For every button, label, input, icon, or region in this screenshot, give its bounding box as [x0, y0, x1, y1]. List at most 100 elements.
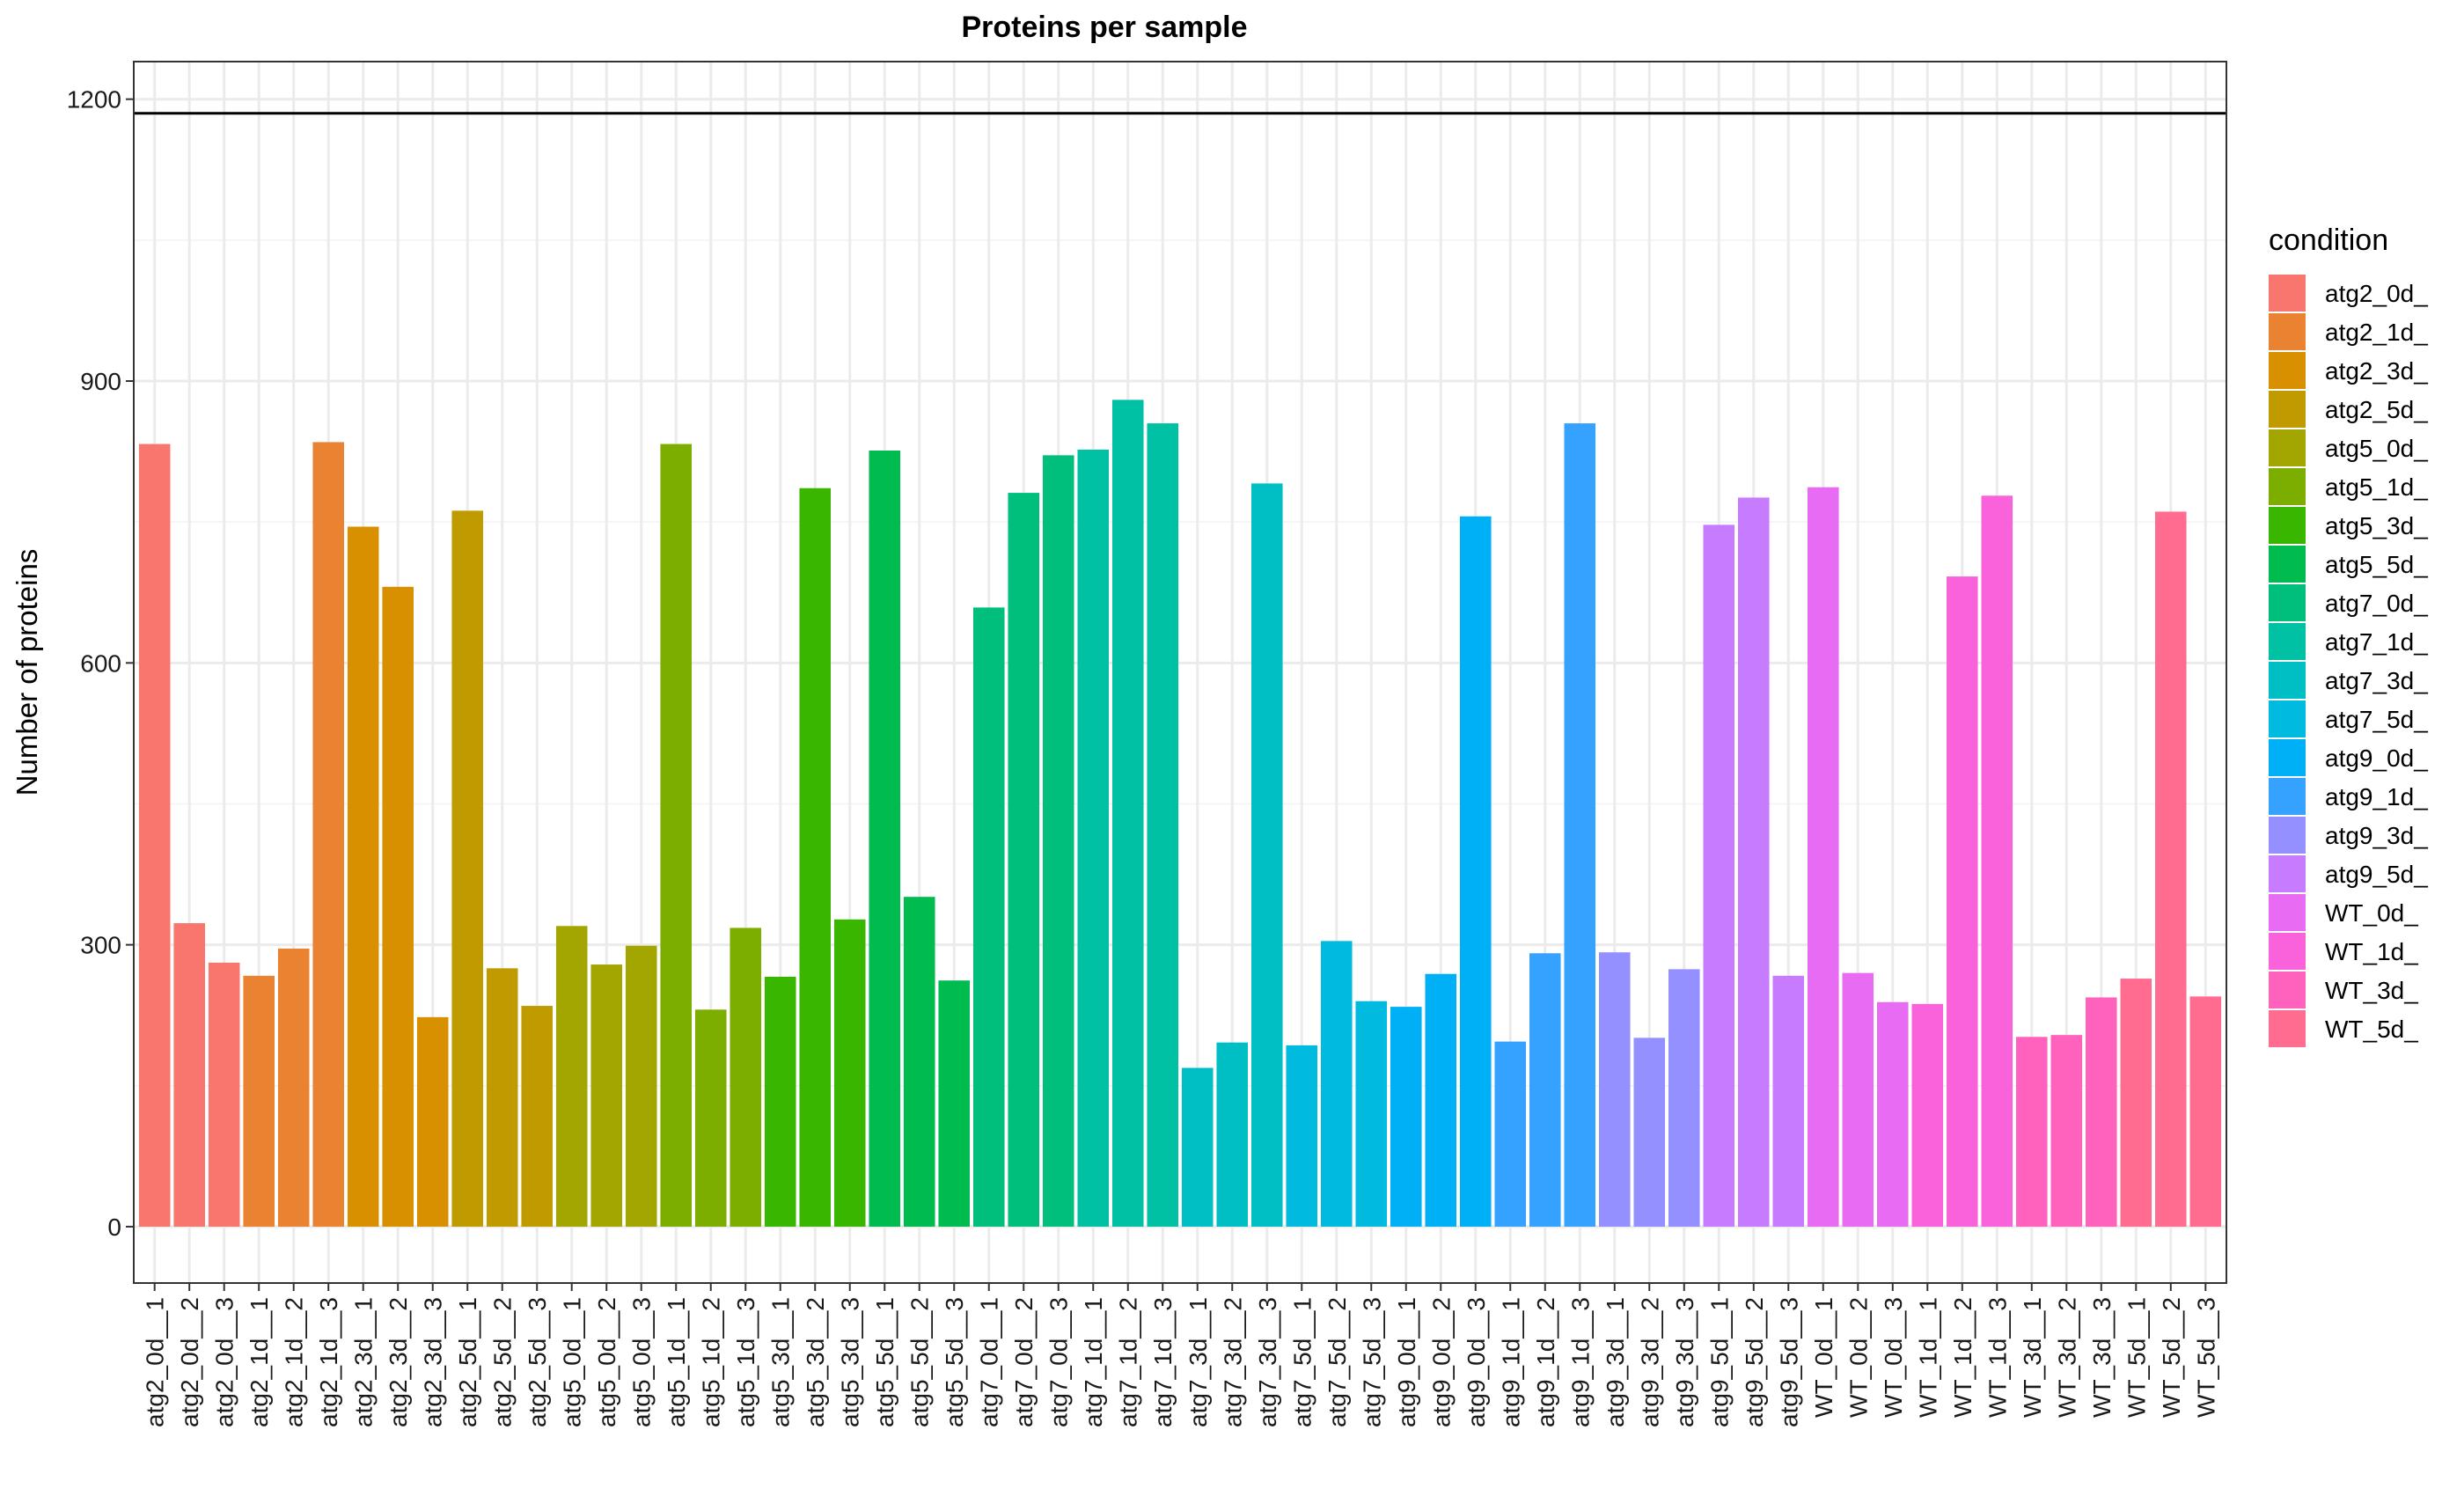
bar-WT_5d__1	[2120, 979, 2152, 1227]
x-tick-label: atg5_5d__1	[871, 1297, 898, 1427]
y-axis-title: Number of proteins	[11, 549, 43, 796]
x-tick-label: WT_5d__3	[2192, 1297, 2219, 1418]
bar-atg9_3d__2	[1633, 1038, 1666, 1227]
bar-atg5_0d__1	[555, 926, 588, 1227]
bar-atg5_1d__1	[660, 444, 693, 1227]
x-tick-label: WT_5d__2	[2158, 1297, 2185, 1418]
bar-atg9_0d__1	[1390, 1007, 1422, 1227]
bar-atg5_1d__2	[694, 1009, 727, 1227]
bar-atg2_0d__1	[138, 444, 171, 1227]
x-tick-label: atg7_5d__2	[1324, 1297, 1351, 1427]
bar-atg5_5d__1	[869, 451, 901, 1227]
bar-atg9_1d__3	[1564, 423, 1596, 1227]
bar-atg9_3d__1	[1598, 952, 1631, 1227]
legend-swatch-atg2_5d_	[2269, 391, 2306, 428]
x-tick-label: atg7_5d__1	[1288, 1297, 1316, 1427]
legend-label: atg5_0d_	[2325, 435, 2428, 462]
legend-label: atg7_3d_	[2325, 667, 2428, 694]
x-tick-label: WT_1d__3	[1984, 1297, 2011, 1418]
legend-label: atg5_1d_	[2325, 473, 2428, 501]
plot-panel-border	[133, 61, 2227, 1284]
bar-WT_0d__2	[1842, 972, 1874, 1227]
x-tick-label: WT_1d__2	[1949, 1297, 1976, 1418]
x-tick-label: atg9_1d__3	[1566, 1297, 1594, 1427]
legend-label: atg7_1d_	[2325, 628, 2428, 656]
legend-swatch-atg5_1d_	[2269, 468, 2306, 505]
x-tick-label: atg9_1d__2	[1532, 1297, 1559, 1427]
y-tick-label: 900	[80, 368, 121, 395]
legend-swatch-atg5_5d_	[2269, 546, 2306, 583]
x-tick-label: atg5_1d__2	[698, 1297, 725, 1427]
legend-swatch-atg5_3d_	[2269, 507, 2306, 544]
bar-atg2_5d__3	[521, 1006, 553, 1227]
legend-label: atg7_0d_	[2325, 590, 2428, 617]
x-tick-label: atg5_1d__1	[663, 1297, 690, 1427]
bar-atg2_5d__2	[486, 968, 518, 1227]
x-tick-label: WT_5d__1	[2123, 1297, 2150, 1418]
x-tick-label: atg2_3d__2	[385, 1297, 412, 1427]
legend-label: WT_3d_	[2325, 977, 2418, 1004]
legend-label: atg7_5d_	[2325, 706, 2428, 733]
legend-label: atg9_5d_	[2325, 861, 2428, 888]
x-tick-label: atg2_0d__1	[142, 1297, 169, 1427]
legend-label: atg9_0d_	[2325, 744, 2428, 772]
legend-swatch-WT_1d_	[2269, 933, 2306, 970]
bar-atg9_1d__2	[1529, 953, 1561, 1227]
bar-atg9_5d__2	[1738, 497, 1770, 1227]
bar-atg2_3d__1	[347, 526, 379, 1227]
legend-label: atg2_0d_	[2325, 280, 2428, 307]
bar-WT_5d__3	[2189, 996, 2222, 1227]
bar-atg5_5d__2	[903, 897, 935, 1227]
x-tick-label: WT_3d__3	[2088, 1297, 2116, 1418]
y-tick-label: 0	[107, 1214, 121, 1241]
x-tick-label: atg5_3d__2	[802, 1297, 829, 1427]
bar-atg7_1d__2	[1111, 400, 1144, 1227]
x-tick-label: atg2_1d__2	[281, 1297, 308, 1427]
x-tick-label: atg7_5d__3	[1358, 1297, 1385, 1427]
x-tick-label: atg2_1d__1	[246, 1297, 273, 1427]
x-tick-label: atg7_1d__1	[1080, 1297, 1107, 1427]
x-tick-label: atg7_0d__2	[1010, 1297, 1038, 1427]
bar-atg7_1d__1	[1077, 449, 1110, 1227]
x-tick-label: atg5_0d__3	[628, 1297, 656, 1427]
bar-atg7_3d__3	[1250, 483, 1283, 1227]
bar-atg2_1d__2	[277, 948, 310, 1227]
x-tick-label: atg9_0d__3	[1463, 1297, 1490, 1427]
bar-atg5_0d__3	[625, 945, 657, 1227]
x-tick-label: atg7_3d__2	[1219, 1297, 1246, 1427]
legend: condition atg2_0d_ atg2_1d_ atg2_3d_ atg2_5…	[2269, 224, 2428, 1047]
x-tick-label: atg5_5d__3	[941, 1297, 968, 1427]
bar-atg5_3d__3	[833, 919, 866, 1227]
bar-atg2_1d__1	[243, 975, 275, 1227]
x-tick-label: atg7_3d__1	[1184, 1297, 1212, 1427]
bar-atg2_0d__3	[208, 962, 240, 1227]
bar-atg7_5d__2	[1320, 941, 1353, 1227]
y-tick-label: 300	[80, 932, 121, 959]
bar-atg7_0d__3	[1042, 455, 1074, 1227]
legend-label: atg9_3d_	[2325, 822, 2428, 849]
x-tick-label: atg7_1d__2	[1115, 1297, 1142, 1427]
legend-label: atg2_5d_	[2325, 396, 2428, 423]
bar-atg5_5d__3	[938, 980, 971, 1227]
bar-atg9_1d__1	[1494, 1041, 1527, 1227]
x-tick-label: atg5_0d__1	[559, 1297, 586, 1427]
bar-atg9_5d__3	[1772, 975, 1805, 1227]
bar-atg9_3d__3	[1668, 969, 1700, 1227]
legend-swatch-atg2_0d_	[2269, 275, 2306, 312]
x-tick-label: WT_0d__1	[1810, 1297, 1837, 1418]
legend-swatch-atg7_3d_	[2269, 662, 2306, 699]
x-tick-label: atg9_0d__1	[1393, 1297, 1420, 1427]
bar-atg5_3d__1	[764, 976, 796, 1227]
bar-atg7_0d__1	[972, 607, 1005, 1227]
x-tick-label: atg5_0d__2	[593, 1297, 620, 1427]
bar-atg7_3d__1	[1181, 1067, 1214, 1227]
legend-swatch-atg2_1d_	[2269, 313, 2306, 350]
bar-atg2_0d__2	[173, 923, 205, 1227]
legend-label: atg9_1d_	[2325, 783, 2428, 810]
x-tick-label: atg9_3d__2	[1636, 1297, 1663, 1427]
legend-swatch-WT_5d_	[2269, 1010, 2306, 1047]
x-tick-label: atg2_5d__2	[489, 1297, 517, 1427]
legend-title: condition	[2269, 224, 2388, 257]
x-tick-label: atg7_0d__1	[976, 1297, 1003, 1427]
